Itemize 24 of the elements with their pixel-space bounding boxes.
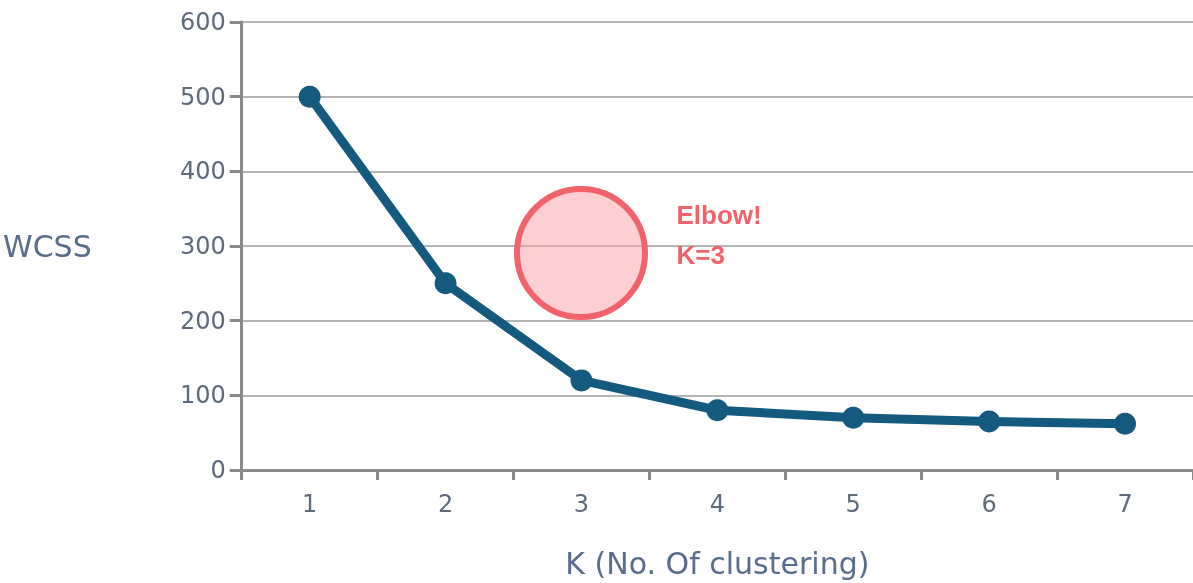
point	[570, 369, 593, 392]
x-axis-title: K (No. Of clustering)	[565, 545, 870, 581]
y-tick-label: 0	[210, 456, 226, 484]
point	[842, 406, 865, 429]
annotation: Elbow! K=3	[676, 199, 762, 270]
y-axis-title: WCSS	[2, 228, 92, 264]
y-tick-label: 500	[179, 82, 226, 111]
y-tick-label: 300	[179, 232, 226, 260]
y-tick-label: 600	[179, 8, 226, 36]
x-tick-label: 1	[302, 490, 318, 518]
x-tick-label: 4	[709, 490, 725, 518]
point	[706, 399, 729, 422]
x-tick-label: 6	[981, 490, 997, 518]
x-tick-label: 5	[845, 490, 861, 518]
point	[298, 85, 321, 108]
point	[1114, 412, 1137, 435]
x-tick-label: 3	[573, 490, 590, 518]
y-tick-label: 100	[179, 381, 226, 410]
y-tick-label: 400	[179, 157, 226, 186]
y-tick-label: 200	[179, 306, 226, 335]
x-tick-label: 7	[1117, 490, 1133, 518]
x-tick-label: 2	[437, 490, 454, 518]
point	[978, 410, 1001, 433]
point	[434, 272, 457, 295]
